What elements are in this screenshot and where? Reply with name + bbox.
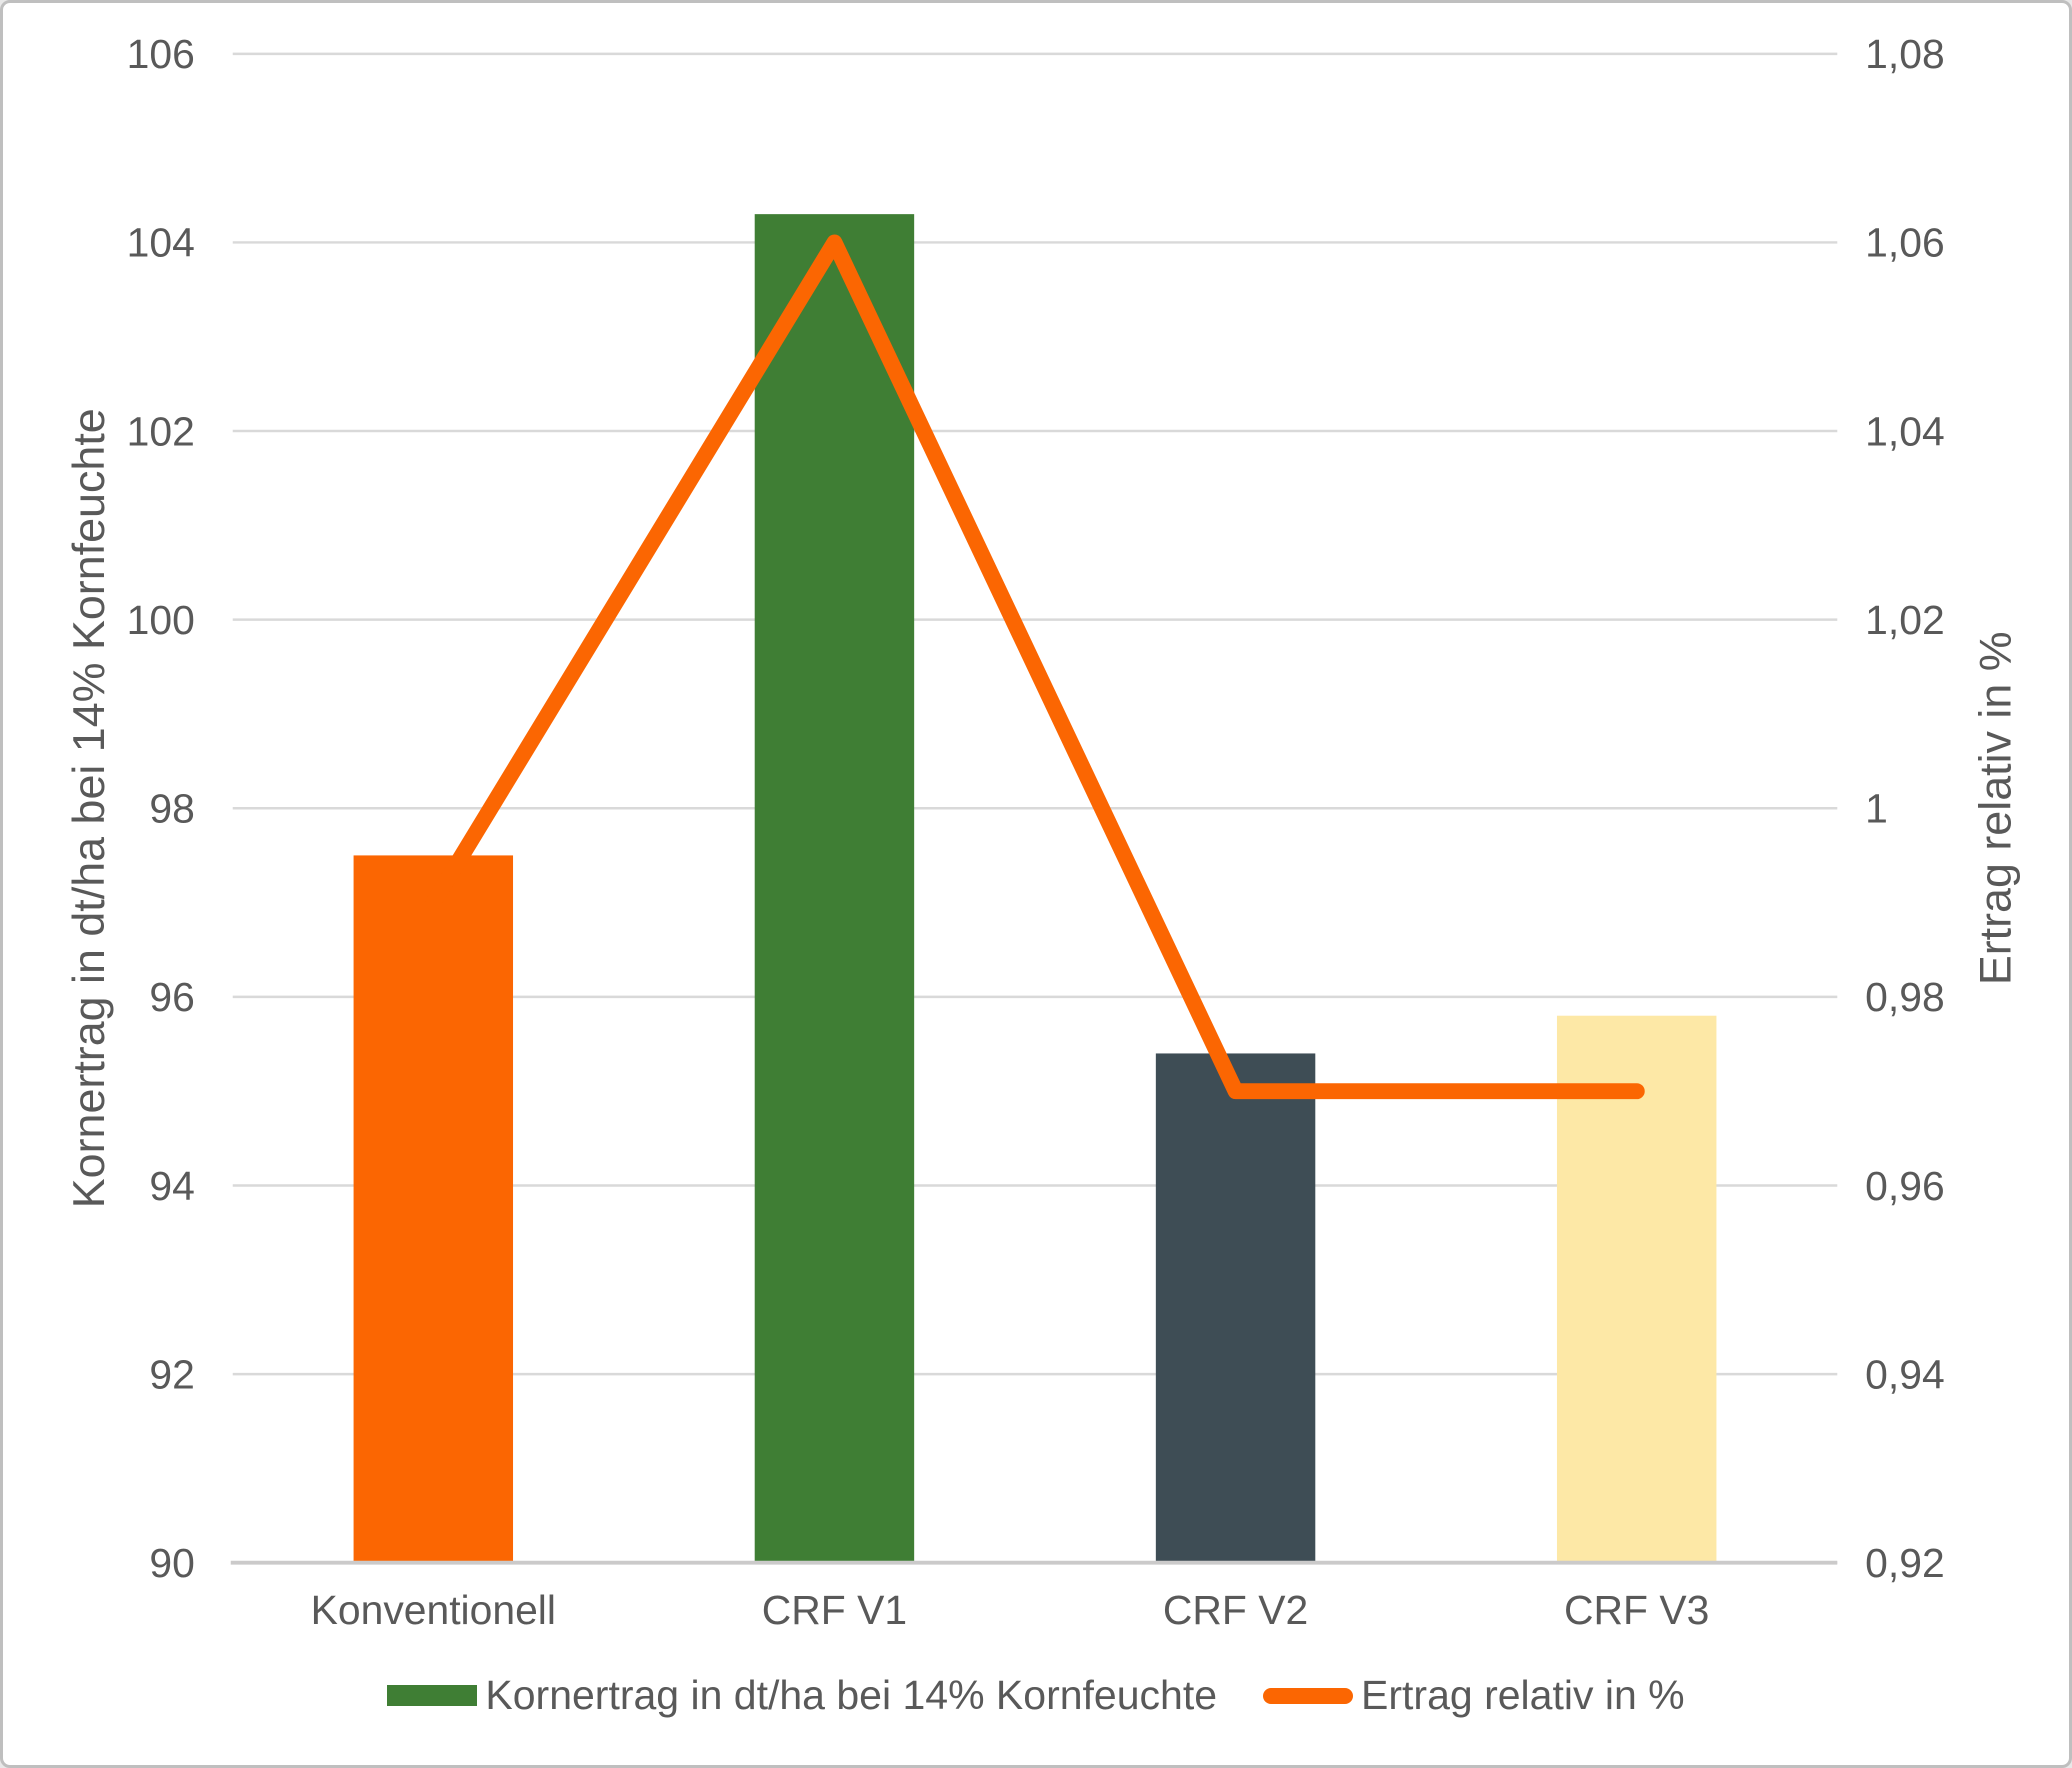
combo-chart-canvas: 90 92 94 96 98 100 102 104 106 0,92 0,94 0,96 0,98 1 1… <box>63 31 2021 1633</box>
line-series-swatch-icon <box>1263 1687 1354 1704</box>
left-axis-title: Kornertrag in dt/ha bei 14% Kornfeuchte <box>63 408 114 1208</box>
left-axis-tick: 96 <box>149 974 194 1020</box>
right-axis-tick: 1 <box>1865 786 1888 832</box>
legend-label-kornertrag: Kornertrag in dt/ha bei 14% Kornfeuchte <box>485 1672 1218 1718</box>
bar-crf-v3 <box>1556 1015 1717 1563</box>
right-axis-tick: 1,08 <box>1865 31 1945 77</box>
legend-label-ertrag-relativ: Ertrag relativ in % <box>1361 1672 1685 1718</box>
left-axis-tick: 104 <box>127 220 195 266</box>
x-axis-label-konventionell: Konventionell <box>311 1587 556 1633</box>
relative-yield-line <box>425 234 1645 1100</box>
right-axis-tick: 1,04 <box>1865 408 1945 454</box>
legend-item-kornertrag: Kornertrag in dt/ha bei 14% Kornfeuchte <box>387 1675 1217 1716</box>
x-axis-label-crf-v3: CRF V3 <box>1564 1587 1709 1633</box>
bar-konventionell <box>353 855 514 1563</box>
left-axis-tick: 94 <box>149 1163 194 1209</box>
right-axis-tick: 0,98 <box>1865 974 1945 1020</box>
left-axis-tick: 98 <box>149 786 194 832</box>
right-axis-tick: 1,06 <box>1865 220 1945 266</box>
chart-legend: Kornertrag in dt/ha bei 14% Kornfeuchte … <box>3 1675 2069 1716</box>
legend-item-ertrag-relativ: Ertrag relativ in % <box>1263 1675 1685 1716</box>
right-axis-title: Ertrag relativ in % <box>1969 631 2020 985</box>
left-axis-tick: 100 <box>127 597 195 643</box>
left-axis-tick: 92 <box>149 1351 194 1397</box>
right-axis-tick: 1,02 <box>1865 597 1945 643</box>
bar-crf-v2 <box>1155 1053 1316 1563</box>
bar-crf-v1 <box>754 214 915 1563</box>
x-axis-label-crf-v2: CRF V2 <box>1163 1587 1308 1633</box>
bar-series-swatch-icon <box>387 1685 478 1706</box>
x-axis-label-crf-v1: CRF V1 <box>762 1587 907 1633</box>
right-axis-tick: 0,94 <box>1865 1351 1945 1397</box>
right-axis-tick: 0,92 <box>1865 1540 1945 1586</box>
right-axis-tick: 0,96 <box>1865 1163 1945 1209</box>
left-axis-tick: 90 <box>149 1540 194 1586</box>
left-axis-tick: 102 <box>127 408 195 454</box>
left-axis-tick: 106 <box>127 31 195 77</box>
